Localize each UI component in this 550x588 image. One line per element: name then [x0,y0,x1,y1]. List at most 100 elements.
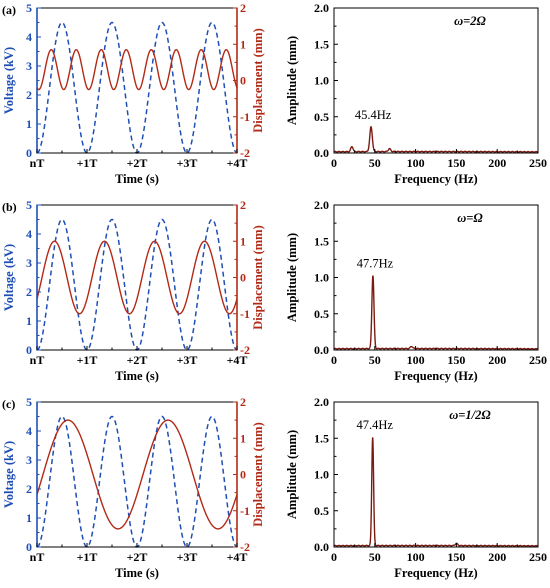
x-tick-label: +3T [177,353,198,367]
left-tick-label: 0 [26,146,32,160]
spectrum-line [333,437,539,547]
y-tick-label: 1.5 [314,37,329,51]
x-tick-label: 150 [447,156,465,170]
y-tick-label: 2.0 [314,1,329,15]
spectrum-line [333,275,539,350]
y-tick-label: 2.0 [314,395,329,409]
omega-annotation: ω=1/2Ω [449,408,491,422]
x-axis-label: Frequency (Hz) [394,566,477,580]
time-plot-4: 0 1 2 3 4 5 -2 -1 0 1 2 nT +1T +2T +3T +4T Time (s) Volta… [2,395,265,580]
right-tick-label: -2 [240,540,250,554]
x-tick-label: 0 [331,550,337,564]
right-tick-label: 1 [240,234,246,248]
right-tick-label: 2 [240,198,246,212]
left-tick-label: 5 [26,395,32,409]
displacement-series-line [36,240,238,315]
left-tick-label: 1 [26,314,32,328]
x-tick-label: 50 [369,156,381,170]
right-tick-label: -2 [240,343,250,357]
y-axis-label: Amplitude (mm) [285,233,299,322]
y-tick-label: 1.0 [314,271,329,285]
x-tick-label: +3T [177,156,198,170]
right-tick-label: 0 [240,468,246,482]
time-plot-0: 0 1 2 3 4 5 -2 -1 0 1 2 nT +1T +2T +3T +4T Time (s) Volta… [2,1,265,186]
right-tick-label: 0 [240,74,246,88]
peak-label: 47.4Hz [356,418,393,432]
right-tick-label: -1 [240,307,250,321]
x-tick-label: 100 [407,550,425,564]
x-tick-label: 100 [407,353,425,367]
frequency-plot-1: 0 50 100 150 200 250 0.0 0.5 1.0 1.5 2.0 Frequency … [285,1,547,186]
right-tick-label: -1 [240,110,250,124]
left-tick-label: 1 [26,117,32,131]
x-tick-label: +3T [177,550,198,564]
y-tick-label: 0.0 [314,540,329,554]
x-tick-label: nT [30,156,45,170]
right-tick-label: 1 [240,431,246,445]
left-axis-label: Voltage (kV) [2,244,16,311]
x-tick-label: +4T [227,353,248,367]
x-tick-label: +4T [227,550,248,564]
y-tick-label: 2.0 [314,198,329,212]
right-tick-label: 0 [240,271,246,285]
x-tick-label: +2T [127,353,148,367]
left-tick-label: 0 [26,540,32,554]
y-tick-label: 1.5 [314,431,329,445]
left-tick-label: 5 [26,198,32,212]
x-tick-label: 50 [369,550,381,564]
y-tick-label: 1.0 [314,74,329,88]
y-tick-label: 0.0 [314,343,329,357]
x-tick-label: 50 [369,353,381,367]
right-tick-label: -1 [240,504,250,518]
frequency-plot-5: 0 50 100 150 200 250 0.0 0.5 1.0 1.5 2.0 Frequency … [285,395,547,580]
plot-frame [36,401,238,548]
y-tick-label: 0.5 [314,307,329,321]
spectrum-line [333,126,539,153]
y-tick-label: 1.0 [314,468,329,482]
x-tick-label: 250 [529,550,547,564]
y-axis-label: Amplitude (mm) [285,430,299,519]
x-axis-label: Time (s) [115,566,159,580]
x-tick-label: nT [30,353,45,367]
x-tick-label: +1T [77,156,98,170]
time-plot-2: 0 1 2 3 4 5 -2 -1 0 1 2 nT +1T +2T +3T +4T Time (s) Volta… [2,198,265,383]
x-tick-label: nT [30,550,45,564]
voltage-series-line [36,415,238,548]
y-tick-label: 0.5 [314,504,329,518]
y-axis-label: Amplitude (mm) [285,36,299,125]
left-tick-label: 4 [26,227,32,241]
panel-label: (a) [2,3,16,17]
left-tick-label: 3 [26,256,32,270]
right-tick-label: 1 [240,37,246,51]
y-tick-label: 0.0 [314,146,329,160]
left-tick-label: 1 [26,511,32,525]
right-axis-label: Displacement (mm) [251,422,265,527]
right-tick-label: -2 [240,146,250,160]
left-tick-label: 4 [26,424,32,438]
omega-annotation: ω=Ω [457,211,483,225]
left-tick-label: 0 [26,343,32,357]
x-tick-label: 200 [488,550,506,564]
voltage-series-line [36,218,238,351]
panel-label: (b) [2,200,17,214]
left-tick-label: 2 [26,285,32,299]
peak-label: 47.7Hz [357,256,394,270]
x-tick-label: 0 [331,156,337,170]
right-tick-label: 2 [240,395,246,409]
x-tick-label: +4T [227,156,248,170]
plot-frame [333,7,539,154]
left-tick-label: 2 [26,88,32,102]
y-tick-label: 1.5 [314,234,329,248]
x-tick-label: 150 [447,353,465,367]
left-tick-label: 4 [26,30,32,44]
plot-frame [333,204,539,351]
x-tick-label: +1T [77,353,98,367]
frequency-plot-3: 0 50 100 150 200 250 0.0 0.5 1.0 1.5 2.0 Frequency … [285,198,547,383]
x-axis-label: Time (s) [115,369,159,383]
omega-annotation: ω=2Ω [454,14,486,28]
left-axis-label: Voltage (kV) [2,441,16,508]
left-tick-label: 3 [26,59,32,73]
x-tick-label: 200 [488,353,506,367]
x-tick-label: 100 [407,156,425,170]
